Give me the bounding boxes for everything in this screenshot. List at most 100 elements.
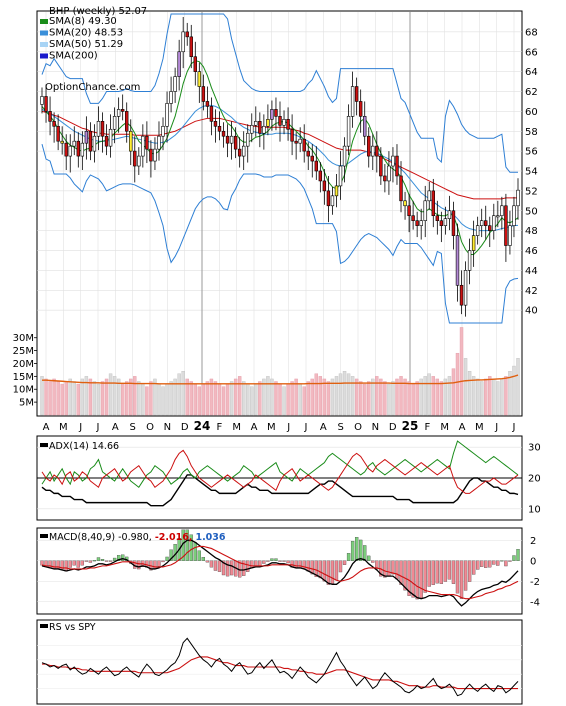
volume-bar: [116, 378, 121, 416]
volume-bar: [488, 376, 492, 416]
x-tick-label: J: [286, 422, 290, 433]
candle-body: [310, 155, 314, 162]
macd-hist-bar: [217, 560, 222, 572]
legend-label: SMA(200): [49, 51, 98, 62]
macd-hist-bar: [431, 560, 435, 585]
macd-hist-bar: [108, 560, 113, 562]
candle-body: [108, 128, 113, 147]
x-tick-label: 24: [194, 419, 211, 433]
macd-hist-bar: [64, 560, 68, 572]
price-tick-label: 42: [525, 286, 538, 297]
macd-hist-bar: [459, 560, 464, 599]
legend-swatch: [40, 42, 48, 47]
macd-hist-bar: [100, 559, 105, 561]
volume-bar: [274, 381, 278, 416]
candle-body: [419, 220, 423, 226]
volume-bar: [205, 381, 210, 416]
macd-hist-bar: [508, 560, 512, 562]
x-tick-label: J: [78, 422, 82, 433]
volume-bar: [411, 383, 415, 416]
x-tick-label: A: [251, 422, 258, 433]
volume-bar: [149, 381, 153, 416]
volume-bar: [225, 383, 230, 416]
macd-hist-bar: [185, 529, 189, 561]
volume-bar: [125, 381, 129, 416]
macd-hist-bar: [330, 560, 335, 584]
volume-bar: [157, 383, 161, 416]
candle-body: [169, 91, 173, 104]
macd-hist-bar: [455, 560, 460, 594]
macd-hist-bar: [213, 560, 218, 571]
candle-body: [217, 125, 222, 132]
macd-hist-bar: [104, 560, 109, 562]
macd-hist-bar: [229, 560, 234, 576]
volume-bar: [415, 381, 419, 416]
candle-body: [100, 121, 105, 137]
candle-body: [189, 36, 193, 58]
macd-hist-bar: [112, 557, 117, 561]
candle-body: [358, 101, 363, 117]
volume-bar: [455, 352, 460, 416]
candle-body: [246, 132, 250, 147]
candle-body: [185, 31, 189, 38]
candle-body: [435, 215, 440, 221]
volume-bar: [459, 327, 464, 416]
x-tick-label: M: [440, 422, 449, 433]
candle-body: [455, 235, 460, 286]
adx-lines: [41, 440, 519, 507]
volume-bar: [479, 381, 484, 416]
macd-hist-bar: [334, 560, 339, 581]
x-tick-label: A: [320, 422, 327, 433]
macd-hist-bar: [250, 560, 254, 569]
macd-hist-bar: [415, 560, 419, 600]
macd-hist-bar: [121, 554, 125, 561]
candle-body: [48, 111, 52, 122]
volume-bar: [56, 381, 60, 416]
macd-hist-bar: [278, 560, 282, 562]
volume-bar: [358, 381, 363, 416]
candle-body: [145, 135, 149, 150]
macd-legend-swatch: [40, 534, 48, 538]
candle-body: [375, 145, 379, 157]
price-tick-label: 64: [525, 67, 538, 78]
macd-hist-bar: [193, 542, 197, 561]
candle-body: [290, 128, 294, 142]
macd-hist-bar: [254, 560, 258, 566]
volume-bar: [165, 383, 169, 416]
candle-body: [237, 148, 242, 157]
macd-hist-bar: [48, 560, 52, 569]
macd-y-axis: 2 0 -2 -4: [530, 536, 540, 609]
legend-swatch: [40, 53, 48, 59]
volume-bar: [504, 376, 508, 416]
price-tick-label: 68: [525, 27, 538, 38]
volume-tick-label: 10M: [13, 385, 34, 396]
candle-body: [120, 109, 125, 112]
macd-hist-bar: [322, 560, 327, 582]
candle-body: [193, 56, 197, 72]
macd-hist-bar: [484, 560, 488, 568]
volume-bar: [262, 378, 266, 416]
price-y-axis: 40 42 44 46 48 50 52 54 56 58 60 62 64 66 68: [525, 27, 538, 316]
volume-bar: [326, 381, 331, 416]
candle-body: [342, 145, 347, 167]
candlesticks: [40, 16, 520, 317]
adx-series-line: [41, 474, 519, 507]
upper-band-line: [41, 13, 518, 173]
volume-tick-label: 20M: [13, 359, 34, 370]
volume-bar: [306, 381, 310, 416]
candle-body: [221, 130, 226, 137]
x-tick-label: N: [164, 422, 171, 433]
macd-hist-bar: [161, 560, 165, 563]
macd-hist-bar: [205, 560, 210, 563]
candle-body: [141, 135, 145, 157]
volume-bar: [258, 381, 262, 416]
candle-body: [322, 180, 327, 192]
volume-bar: [84, 376, 89, 416]
volume-bar: [145, 386, 149, 416]
price-tick-label: 48: [525, 226, 538, 237]
volume-bar: [451, 368, 456, 416]
macd-hist-bar: [350, 540, 355, 561]
volume-bar: [120, 383, 125, 416]
volume-bar: [500, 378, 504, 416]
candle-body: [133, 150, 137, 167]
